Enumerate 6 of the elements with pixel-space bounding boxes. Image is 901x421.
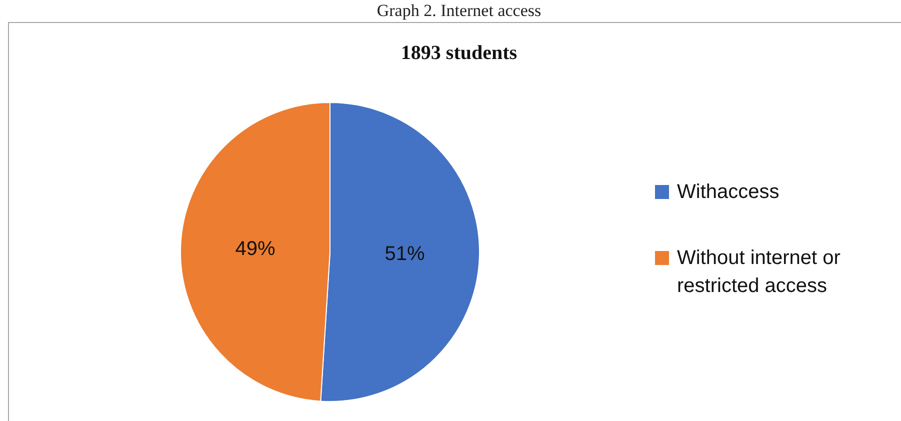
data-label: 51% bbox=[384, 242, 425, 265]
legend-label: Without internet or restricted access bbox=[677, 247, 840, 297]
chart-title: Graph 2. Internet access bbox=[376, 1, 542, 21]
chart-subtitle: 1893 students bbox=[400, 42, 518, 65]
data-label: 49% bbox=[235, 238, 276, 260]
legend-label: Withaccess bbox=[677, 181, 780, 203]
